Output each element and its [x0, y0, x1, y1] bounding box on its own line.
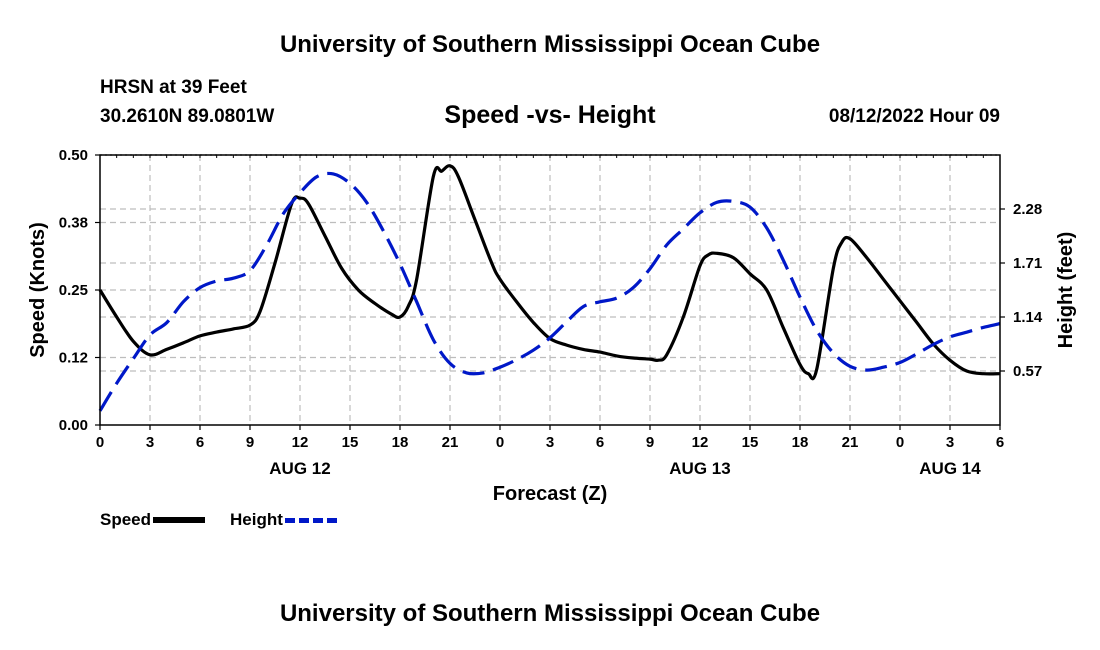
x-tick-label: 0 — [496, 434, 504, 451]
series-layer — [98, 164, 1001, 412]
legend-height-label: Height — [230, 510, 283, 529]
axis-ticks: 0 3 6 9 12 15 18 21 0 3 6 9 12 15 18 21 0 3 6 AUG 12 AUG 13 A… — [59, 147, 1043, 478]
x-tick-label: 9 — [246, 434, 254, 451]
left-tick-label: 0.38 — [59, 215, 88, 232]
x-tick-label: 21 — [842, 434, 859, 451]
date-label: AUG 13 — [669, 459, 730, 478]
x-tick-label: 18 — [392, 434, 409, 451]
x-tick-label: 12 — [692, 434, 709, 451]
right-tick-label: 0.57 — [1013, 363, 1042, 380]
chart-subtitle: Speed -vs- Height — [444, 101, 656, 129]
left-tick-label: 0.12 — [59, 350, 88, 367]
date-label: AUG 14 — [919, 459, 981, 478]
right-tick-label: 1.14 — [1013, 309, 1043, 326]
x-tick-label: 3 — [946, 434, 954, 451]
left-axis-label: Speed (Knots) — [27, 222, 49, 358]
x-tick-label: 6 — [996, 434, 1004, 451]
right-tick-label: 2.28 — [1013, 201, 1042, 218]
x-tick-label: 15 — [342, 434, 359, 451]
footer-title: University of Southern Mississippi Ocean… — [279, 600, 821, 627]
x-tick-label: 0 — [96, 434, 104, 451]
x-tick-label: 3 — [146, 434, 154, 451]
legend-height: Height — [230, 510, 337, 530]
left-tick-label: 0.25 — [59, 282, 88, 299]
x-tick-label: 21 — [442, 434, 459, 451]
x-tick-label: 0 — [896, 434, 904, 451]
legend-speed-swatch — [153, 517, 206, 523]
right-tick-label: 1.71 — [1013, 255, 1042, 272]
series-speed-line — [98, 164, 1001, 381]
date-label: AUG 12 — [269, 459, 330, 478]
x-tick-label: 3 — [546, 434, 554, 451]
station-coordinates: 30.2610N 89.0801W — [100, 106, 275, 127]
left-tick-label: 0.00 — [59, 417, 88, 434]
x-tick-label: 6 — [196, 434, 204, 451]
page-title: University of Southern Mississippi Ocean… — [279, 31, 821, 58]
right-axis-label: Height (feet) — [1055, 232, 1077, 349]
grid — [100, 154, 1000, 425]
x-tick-label: 9 — [646, 434, 654, 451]
x-tick-label: 12 — [292, 434, 309, 451]
series-height-line — [98, 171, 1001, 412]
x-axis-label: Forecast (Z) — [493, 483, 607, 505]
left-tick-label: 0.50 — [59, 147, 88, 164]
x-tick-label: 6 — [596, 434, 604, 451]
legend-height-swatch — [284, 517, 337, 523]
station-label: HRSN at 39 Feet — [100, 77, 247, 98]
x-tick-label: 15 — [742, 434, 759, 451]
legend-speed: Speed — [100, 510, 206, 530]
legend-speed-label: Speed — [100, 510, 152, 529]
x-tick-label: 18 — [792, 434, 809, 451]
run-time: 08/12/2022 Hour 09 — [828, 106, 1000, 127]
